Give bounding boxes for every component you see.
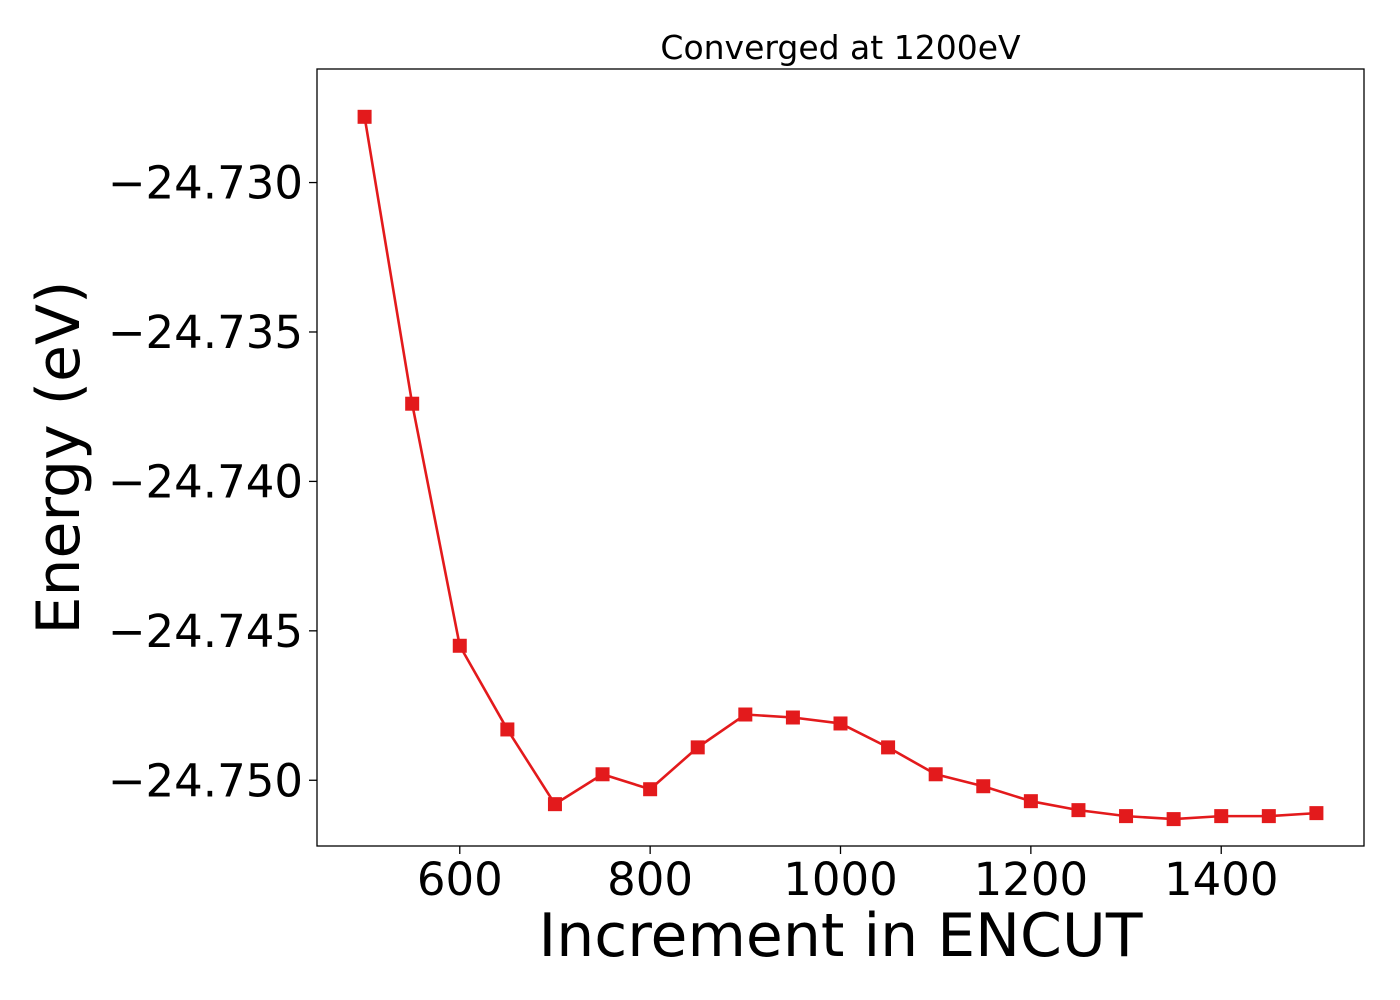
series-line [363, 116, 1317, 821]
plot-frame [316, 68, 1365, 847]
data-point-marker [1309, 806, 1324, 821]
data-point-marker [405, 396, 420, 411]
y-axis-ticks: −24.730 −24.735 −24.740 −24.745 −24.750 [108, 157, 317, 807]
plot-area [357, 109, 1324, 827]
data-point-marker [1119, 809, 1134, 824]
data-point-marker [1071, 803, 1086, 818]
x-tick-label: 800 [607, 853, 693, 906]
y-axis-label: Energy (eV) [24, 281, 94, 635]
x-axis-label: Increment in ENCUT [539, 901, 1143, 971]
data-point-marker [690, 740, 705, 755]
x-tick-label: 1200 [974, 853, 1089, 906]
data-point-marker [547, 797, 562, 812]
y-tick-label: −24.745 [108, 605, 303, 658]
data-point-marker [500, 722, 515, 737]
y-tick-label: −24.735 [108, 306, 303, 359]
data-point-marker [976, 779, 991, 794]
data-point-marker [643, 782, 658, 797]
data-point-marker [357, 109, 372, 124]
data-point-marker [1023, 794, 1038, 809]
data-point-marker [833, 716, 848, 731]
x-tick-label: 600 [417, 853, 503, 906]
data-point-marker [785, 710, 800, 725]
x-axis-ticks: 600 800 1000 1200 1400 [417, 846, 1279, 906]
y-tick-label: −24.740 [108, 455, 303, 508]
chart-title: Converged at 1200eV [660, 28, 1021, 67]
y-tick-label: −24.750 [108, 754, 303, 807]
data-point-marker [1214, 809, 1229, 824]
y-tick-label: −24.730 [108, 157, 303, 210]
data-point-marker [881, 740, 896, 755]
data-point-marker [928, 767, 943, 782]
data-point-marker [1166, 812, 1181, 827]
x-tick-label: 1400 [1164, 853, 1279, 906]
data-point-marker [1261, 809, 1276, 824]
x-tick-label: 1000 [783, 853, 898, 906]
data-point-marker [452, 638, 467, 653]
data-point-marker [738, 707, 753, 722]
data-point-marker [595, 767, 610, 782]
